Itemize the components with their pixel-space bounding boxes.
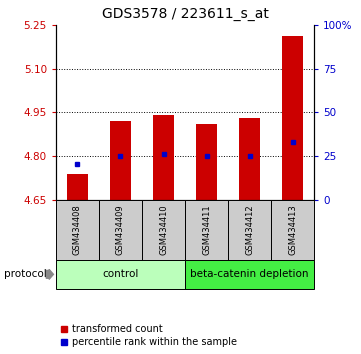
Bar — [282, 36, 303, 200]
Bar — [56, 200, 99, 260]
Bar — [67, 174, 88, 200]
Bar — [99, 200, 142, 260]
Title: GDS3578 / 223611_s_at: GDS3578 / 223611_s_at — [101, 7, 269, 21]
Text: GSM434412: GSM434412 — [245, 205, 254, 256]
Legend: transformed count, percentile rank within the sample: transformed count, percentile rank withi… — [61, 325, 236, 347]
Text: GSM434410: GSM434410 — [159, 205, 168, 256]
FancyArrow shape — [46, 269, 53, 279]
Bar — [153, 115, 174, 200]
Text: GSM434408: GSM434408 — [73, 205, 82, 256]
Text: protocol: protocol — [4, 269, 46, 279]
Bar — [56, 260, 185, 289]
Bar — [239, 118, 260, 200]
Text: GSM434409: GSM434409 — [116, 205, 125, 256]
Text: control: control — [102, 269, 139, 279]
Text: beta-catenin depletion: beta-catenin depletion — [190, 269, 309, 279]
Bar — [228, 200, 271, 260]
Bar — [185, 200, 228, 260]
Bar — [196, 124, 217, 200]
Text: GSM434411: GSM434411 — [202, 205, 211, 256]
Bar — [271, 200, 314, 260]
Bar — [185, 260, 314, 289]
Text: GSM434413: GSM434413 — [288, 205, 297, 256]
Bar — [142, 200, 185, 260]
Bar — [110, 121, 131, 200]
